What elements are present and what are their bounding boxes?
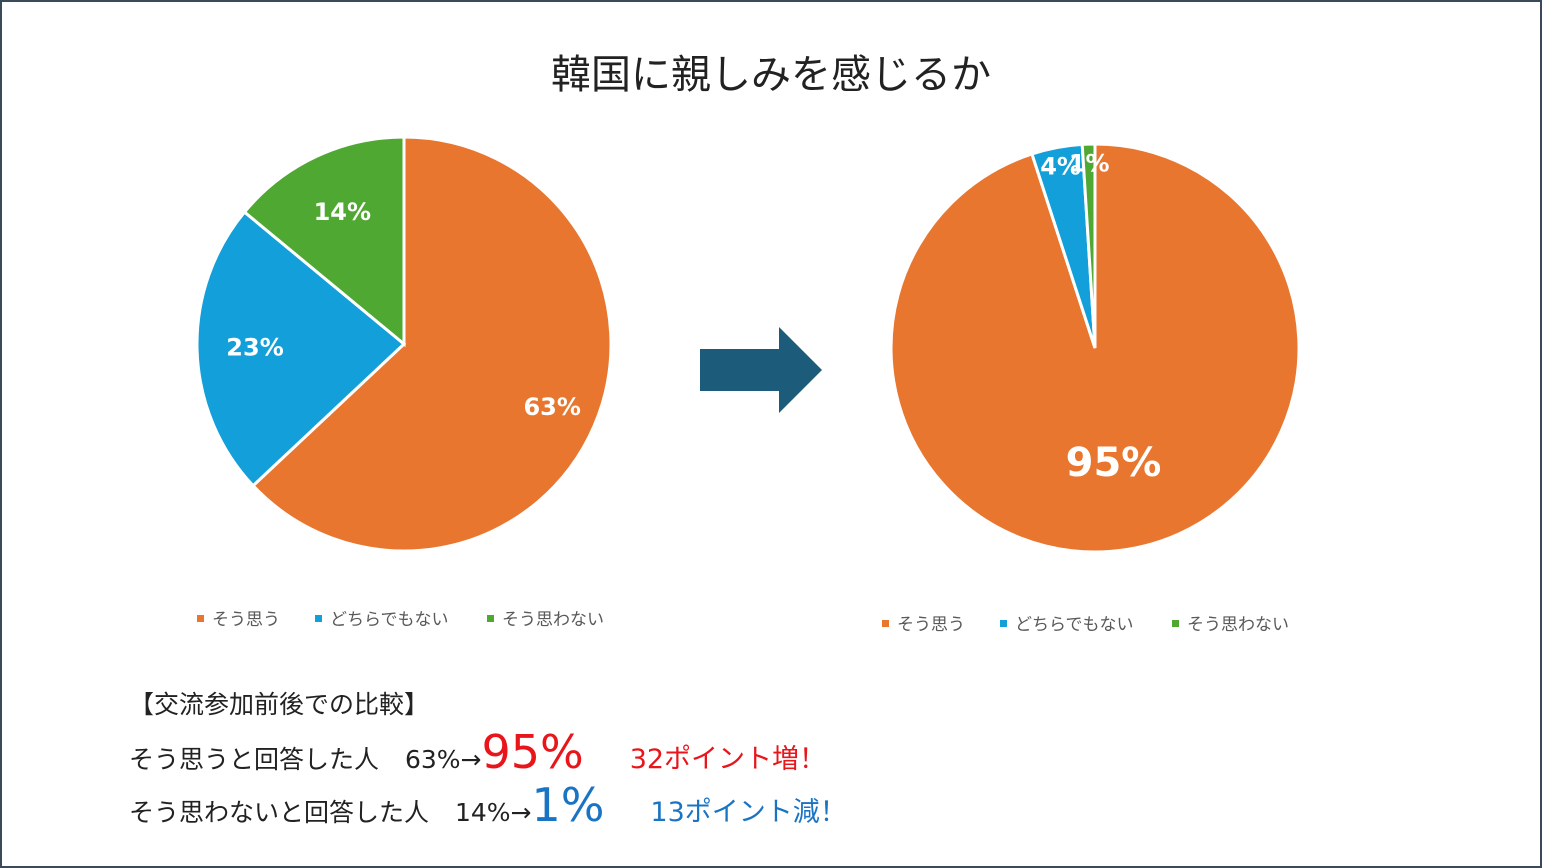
right-arrow-icon bbox=[700, 327, 822, 413]
summary-disagree-delta: 13ポイント減！ bbox=[650, 797, 847, 828]
pie-chart-before: 63% 23% 14% bbox=[195, 135, 613, 553]
legend-label-agree: そう思う bbox=[212, 610, 280, 630]
summary-row-disagree: そう思わないと回答した人 14%→1% 13ポイント減！ bbox=[129, 778, 847, 832]
legend-label-neutral: どちらでもない bbox=[1015, 615, 1134, 635]
summary-disagree-before: 14%→ bbox=[454, 798, 532, 827]
summary-agree-prefix: そう思うと回答した人 bbox=[129, 745, 380, 774]
summary-agree-before: 63%→ bbox=[404, 745, 482, 774]
legend-marker-neutral bbox=[1000, 620, 1007, 627]
legend-label-agree: そう思う bbox=[897, 615, 965, 635]
data-label-agree: 63% bbox=[523, 393, 580, 421]
pie-slice-disagree bbox=[242, 135, 406, 348]
chart-title: 韓国に親しみを感じるか bbox=[551, 52, 991, 98]
summary-row-agree: そう思うと回答した人 63%→95% 32ポイント増！ bbox=[129, 725, 826, 779]
legend-marker-agree bbox=[197, 615, 204, 622]
pie-slice-agree bbox=[250, 135, 613, 553]
pie-chart-after: 95% 4%1% bbox=[889, 142, 1301, 554]
summary-heading: 【交流参加前後での比較】 bbox=[129, 690, 430, 719]
data-label-agree: 95% bbox=[1066, 440, 1162, 486]
data-label-disagree: 1% bbox=[1069, 149, 1110, 177]
summary-agree-delta: 32ポイント増！ bbox=[629, 744, 827, 775]
summary-disagree-prefix: そう思わないと回答した人 bbox=[129, 798, 430, 827]
legend-label-disagree: そう思わない bbox=[502, 610, 604, 630]
summary-agree-after: 95% bbox=[481, 725, 584, 779]
legend-marker-agree bbox=[882, 620, 889, 627]
legend-marker-disagree bbox=[1172, 620, 1179, 627]
legend-marker-disagree bbox=[487, 615, 494, 622]
pie-slice-neutral bbox=[195, 209, 407, 488]
data-label-disagree: 14% bbox=[314, 198, 371, 226]
data-label-neutral: 23% bbox=[226, 334, 283, 362]
legend-label-neutral: どちらでもない bbox=[330, 610, 449, 630]
pie-slice-disagree bbox=[1080, 142, 1097, 349]
legend-marker-neutral bbox=[315, 615, 322, 622]
legend-before: そう思う どちらでもない そう思わない bbox=[197, 610, 604, 630]
legend-after: そう思う どちらでもない そう思わない bbox=[882, 615, 1289, 635]
legend-label-disagree: そう思わない bbox=[1187, 615, 1289, 635]
summary-disagree-after: 1% bbox=[531, 778, 605, 832]
data-label-neutral: 4% bbox=[1040, 153, 1081, 181]
